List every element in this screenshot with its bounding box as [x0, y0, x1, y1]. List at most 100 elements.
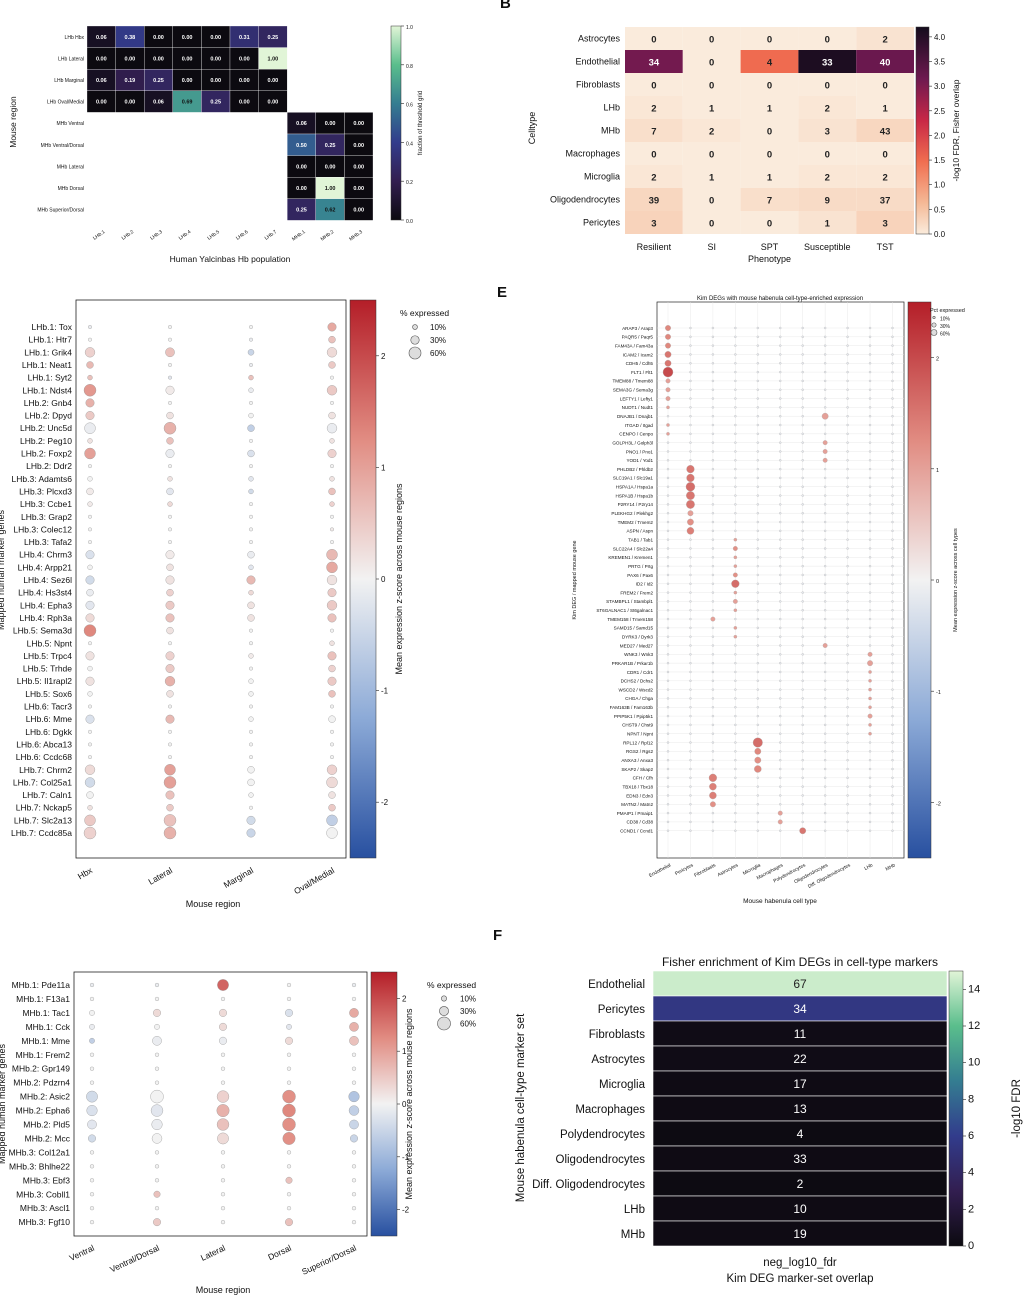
expression-dot — [823, 653, 827, 656]
expression-dot — [666, 794, 670, 797]
expression-dot — [891, 794, 894, 797]
cell-value: 0.06 — [153, 100, 164, 106]
expression-dot — [756, 794, 759, 797]
row-label: LHb.3: Ccbe1 — [20, 499, 72, 509]
expression-dot — [756, 476, 759, 480]
expression-dot — [734, 406, 737, 409]
expression-dot — [89, 982, 95, 988]
size-legend-label: 60% — [460, 1020, 476, 1029]
expression-dot — [756, 547, 759, 550]
expression-dot — [734, 820, 737, 824]
row-label: LHb.7: Chrm2 — [19, 765, 72, 775]
expression-dot — [891, 626, 894, 630]
x-axis-label: Mouse region — [186, 899, 241, 909]
expression-dot — [734, 732, 737, 735]
expression-dot — [846, 388, 849, 391]
expression-dot — [87, 501, 93, 507]
y-axis-label: Mouse habenula cell-type marker set — [515, 1013, 527, 1202]
expression-dot — [779, 600, 782, 603]
expression-dot — [801, 406, 804, 409]
col-label: LHb.4 — [178, 229, 193, 242]
col-label: MHb.1 — [291, 229, 307, 242]
expression-dot — [779, 635, 782, 638]
expression-dot — [846, 406, 849, 409]
expression-dot — [219, 1036, 227, 1045]
cell-value: 0.06 — [96, 35, 107, 41]
cell-value: 0.06 — [296, 121, 307, 127]
expression-dot — [689, 379, 692, 383]
expression-dot — [166, 563, 174, 572]
expression-dot — [220, 1080, 226, 1085]
row-label: LHb.2: Foxp2 — [21, 449, 72, 459]
expression-dot — [689, 670, 692, 674]
row-label: MHb.2: Epha6 — [16, 1106, 71, 1116]
panel-e: E Kim DEGs with mouse habenula cell-type-… — [497, 284, 965, 905]
colorbar-tick-label: 2 — [402, 994, 407, 1003]
expression-dot — [891, 679, 894, 682]
cell-value: 0 — [825, 81, 830, 92]
expression-dot — [734, 397, 737, 400]
expression-dot — [165, 664, 175, 673]
heatmap-cell — [798, 96, 857, 119]
expression-dot — [326, 549, 338, 561]
size-legend-title: % expressed — [427, 980, 476, 990]
colorbar-tick-label: 2 — [936, 357, 939, 363]
expression-dot — [664, 359, 672, 367]
expression-dot — [868, 415, 872, 418]
cell-value: 0.00 — [210, 56, 221, 62]
expression-dot — [868, 573, 872, 577]
heatmap-cell — [652, 1170, 948, 1197]
panel-a: LHb Hbx 0.06 0.38 0.00 0.00 0.00 0.31 0.25 LHb L… — [8, 25, 424, 264]
expression-dot — [801, 476, 804, 480]
expression-dot — [351, 1066, 357, 1071]
expression-dot — [846, 600, 849, 603]
expression-dot — [689, 617, 692, 621]
expression-dot — [867, 713, 873, 719]
expression-dot — [801, 467, 804, 471]
row-label: LHb.4: Epha3 — [20, 600, 72, 610]
expression-dot — [249, 400, 253, 405]
expression-dot — [867, 660, 873, 667]
cell-value: 0 — [709, 196, 714, 207]
expression-dot — [248, 590, 254, 596]
expression-dot — [711, 503, 715, 506]
row-label: Oligodendrocytes — [556, 1154, 646, 1166]
row-label: Diff. Oligodendrocytes — [532, 1179, 645, 1191]
expression-dot — [326, 574, 338, 586]
expression-dot — [779, 344, 782, 347]
row-label: LHb — [624, 1204, 645, 1216]
row-label: LHb.6: Tacr3 — [24, 702, 72, 712]
cell-value: 67 — [793, 977, 807, 991]
expression-dot — [756, 820, 759, 824]
row-label: WNK3 / Wnk3 — [624, 652, 653, 657]
colorbar-tick-label: -1 — [381, 687, 389, 696]
expression-dot — [752, 737, 763, 748]
expression-dot — [351, 1220, 357, 1225]
expression-dot — [165, 651, 175, 661]
expression-dot — [846, 759, 849, 762]
expression-dot — [351, 1150, 357, 1155]
expression-dot — [846, 741, 849, 744]
row-label: MHb Lateral — [57, 164, 84, 170]
expression-dot — [689, 785, 692, 788]
expression-dot — [689, 344, 692, 347]
expression-dot — [88, 729, 92, 734]
col-label: LHb.1 — [92, 229, 107, 242]
expression-dot — [349, 1119, 359, 1130]
heatmap-cell — [625, 50, 683, 73]
row-label: LHb Hbx — [65, 35, 85, 41]
expression-dot — [734, 432, 737, 435]
expression-dot — [891, 750, 894, 753]
expression-dot — [891, 476, 894, 480]
expression-dot — [868, 617, 872, 621]
expression-dot — [868, 485, 872, 488]
colorbar-tick-label: -2 — [402, 1206, 410, 1215]
row-label: WSCD2 / Wscd2 — [619, 687, 654, 692]
expression-dot — [801, 662, 804, 665]
cell-value: 0 — [825, 150, 830, 161]
expression-dot — [756, 441, 759, 444]
expression-dot — [779, 759, 782, 762]
expression-dot — [779, 520, 782, 524]
row-label: RGS2 / Rgs2 — [626, 749, 654, 754]
row-label: LHb.1: Tox — [32, 322, 73, 332]
